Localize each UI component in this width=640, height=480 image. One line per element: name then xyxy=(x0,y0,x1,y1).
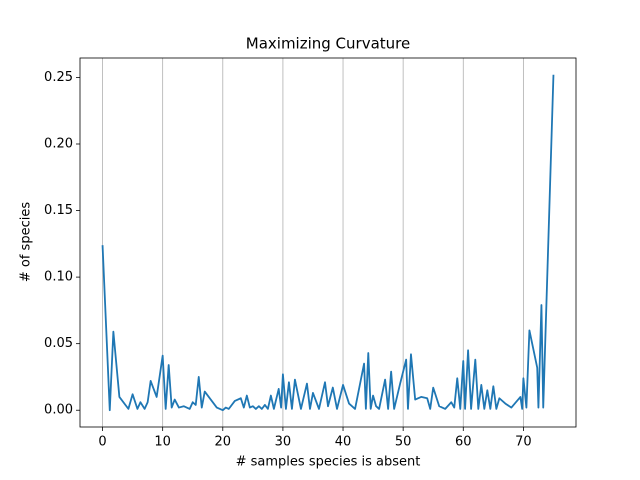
x-axis-label: # samples species is absent xyxy=(236,455,421,470)
x-tick-label: 50 xyxy=(395,435,412,450)
y-tick-label: 0.20 xyxy=(44,136,73,151)
x-tick-label: 40 xyxy=(335,435,352,450)
y-tick-label: 0.05 xyxy=(44,336,73,351)
x-tick-label: 70 xyxy=(515,435,532,450)
x-tick-label: 0 xyxy=(98,435,106,450)
y-tick-label: 0.15 xyxy=(44,203,73,218)
data-line xyxy=(101,74,555,412)
x-tick-label: 30 xyxy=(275,435,292,450)
y-tick-label: 0.25 xyxy=(44,70,73,85)
x-tick-label: 10 xyxy=(154,435,171,450)
y-axis-label: # of species xyxy=(19,202,34,282)
x-tick-label: 20 xyxy=(215,435,232,450)
x-tick-label: 60 xyxy=(455,435,472,450)
y-tick-label: 0.10 xyxy=(44,270,73,285)
chart-title: Maximizing Curvature xyxy=(246,35,410,53)
y-tick-label: 0.00 xyxy=(44,403,73,418)
plot-frame xyxy=(79,57,577,428)
